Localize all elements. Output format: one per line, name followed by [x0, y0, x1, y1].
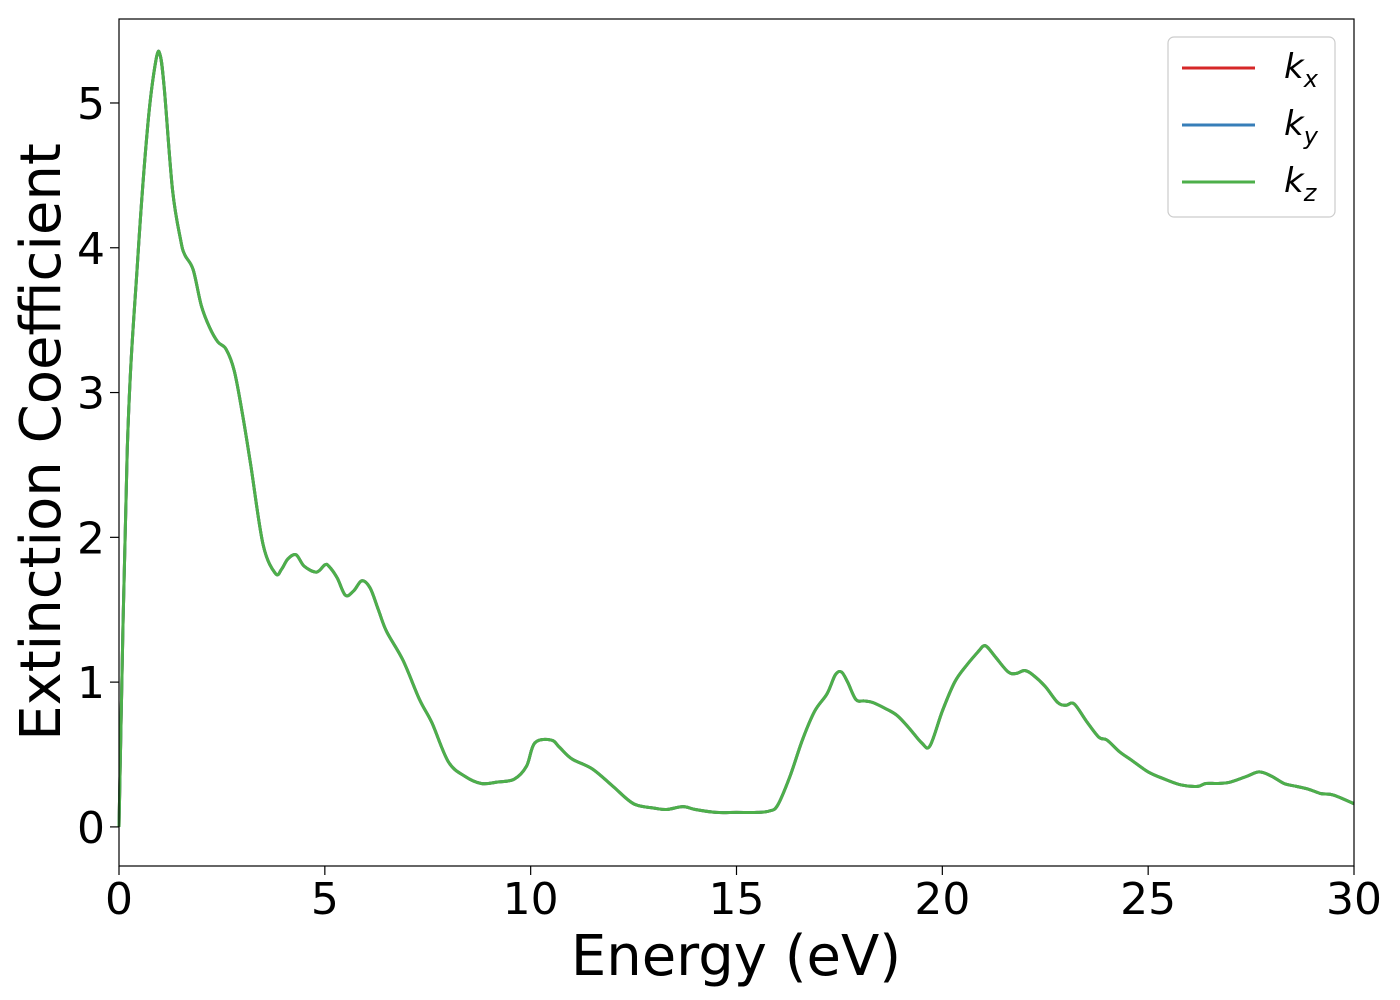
y-tick-label: 2 — [77, 513, 105, 564]
legend-label-base: k — [1284, 47, 1305, 87]
y-axis-ticks: 0 1 2 3 4 5 — [77, 79, 119, 854]
series-line-z — [117, 49, 1355, 827]
legend-label-x: kx — [1284, 47, 1319, 93]
legend-label-base: k — [1284, 161, 1305, 201]
legend-label-base: k — [1284, 104, 1305, 144]
y-axis-title: Extinction Coefficient — [9, 143, 74, 741]
y-tick-label: 1 — [77, 658, 105, 709]
y-tick-label: 4 — [77, 224, 105, 275]
x-tick-label: 20 — [914, 874, 970, 925]
legend-label-subscript: x — [1303, 65, 1319, 93]
legend-label-subscript: z — [1303, 179, 1318, 207]
series-layer — [117, 49, 1355, 827]
legend-box — [1167, 36, 1336, 218]
legend-label-subscript: y — [1303, 122, 1319, 150]
y-tick-label: 3 — [77, 369, 105, 420]
y-tick-label: 5 — [77, 79, 105, 130]
x-tick-label: 15 — [709, 874, 765, 925]
x-tick-label: 5 — [311, 874, 339, 925]
x-tick-label: 0 — [105, 874, 133, 925]
x-tick-label: 25 — [1120, 874, 1176, 925]
x-tick-label: 30 — [1326, 874, 1382, 925]
y-tick-label: 0 — [77, 803, 105, 854]
legend-label-y: ky — [1284, 104, 1319, 150]
x-axis-title: Energy (eV) — [571, 924, 901, 989]
x-axis-ticks: 0 5 10 15 20 25 30 — [105, 866, 1382, 925]
x-tick-label: 10 — [503, 874, 559, 925]
legend-label-z: kz — [1284, 161, 1318, 207]
